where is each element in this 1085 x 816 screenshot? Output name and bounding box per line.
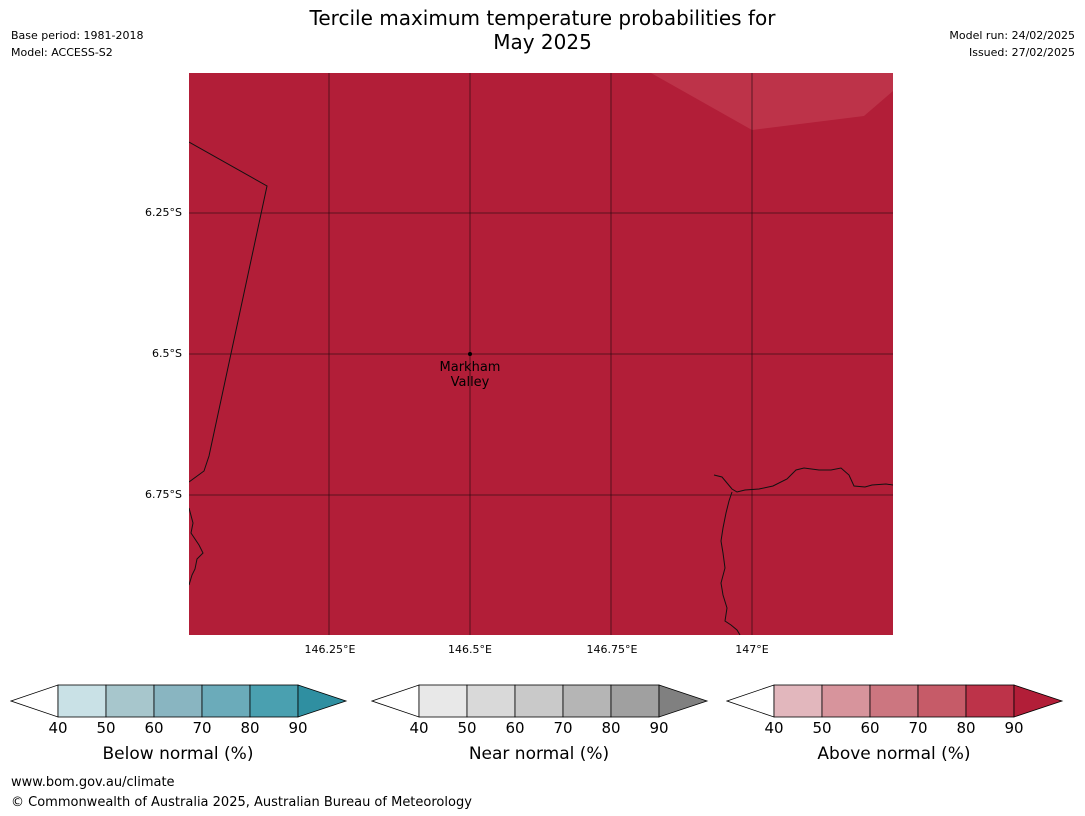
tick-label-90: 90 [649, 719, 669, 737]
colorbar-segment-50-60 [821, 684, 871, 718]
lat-label-6-5: 6.5°S [152, 347, 182, 360]
coastline-west [189, 507, 204, 586]
tick-label-80: 80 [956, 719, 976, 737]
colorbar-extend-max [297, 684, 348, 718]
legend-below-normal: 40 50 60 70 80 90 Below normal (%) [10, 684, 350, 774]
lat-label-6-75: 6.75°S [145, 488, 182, 501]
tick-label-60: 60 [144, 719, 164, 737]
colorbar-segment-60-70 [153, 684, 203, 718]
coastline-huon-gulf [713, 467, 893, 493]
colorbar-segment-80-90 [249, 684, 299, 718]
colorbar-segment-80-90 [610, 684, 660, 718]
colorbar-segment-70-80 [562, 684, 612, 718]
tick-label-50: 50 [457, 719, 477, 737]
tick-label-70: 70 [908, 719, 928, 737]
colorbar-segment-60-70 [514, 684, 564, 718]
tick-label-50: 50 [812, 719, 832, 737]
location-label-line-1: Markham [439, 360, 501, 375]
title-line-2: May 2025 [493, 30, 592, 54]
colorbar-below-normal [10, 684, 348, 718]
tick-label-40: 40 [409, 719, 429, 737]
chart-title: Tercile maximum temperature probabilitie… [0, 6, 1085, 54]
tick-label-80: 80 [601, 719, 621, 737]
colorbar-extend-max [1013, 684, 1064, 718]
colorbar-segment-40-50 [773, 684, 823, 718]
lon-label-146-25: 146.25°E [304, 643, 356, 656]
tick-label-40: 40 [48, 719, 68, 737]
colorbar-segment-40-50 [418, 684, 468, 718]
tick-label-60: 60 [505, 719, 525, 737]
lon-label-146-75: 146.75°E [586, 643, 638, 656]
legend-title-above-normal: Above normal (%) [817, 744, 971, 764]
lat-label-6-25: 6.25°S [145, 206, 182, 219]
tick-label-50: 50 [96, 719, 116, 737]
colorbar-segment-70-80 [917, 684, 967, 718]
coastlines [189, 141, 893, 635]
colorbar-extend-min [726, 684, 775, 718]
legend-above-normal: 40 50 60 70 80 90 Above normal (%) [726, 684, 1066, 774]
website-link[interactable]: www.bom.gov.au/climate [11, 775, 175, 790]
tick-label-40: 40 [764, 719, 784, 737]
colorbar-near-normal [371, 684, 709, 718]
colorbar-segment-60-70 [869, 684, 919, 718]
colorbar-segment-50-60 [466, 684, 516, 718]
location-label-line-2: Valley [450, 375, 490, 390]
location-label: Markham Valley [415, 360, 525, 390]
graticule [189, 73, 893, 635]
legend-near-normal: 40 50 60 70 80 90 Near normal (%) [371, 684, 711, 774]
colorbar-segment-80-90 [965, 684, 1015, 718]
colorbar-segment-40-50 [57, 684, 107, 718]
location-marker [468, 352, 472, 356]
base-period: Base period: 1981-2018 [11, 29, 144, 42]
map-panel[interactable] [189, 73, 893, 635]
model-run: Model run: 24/02/2025 [949, 29, 1075, 42]
tick-label-80: 80 [240, 719, 260, 737]
tick-label-90: 90 [288, 719, 308, 737]
title-line-1: Tercile maximum temperature probabilitie… [309, 6, 776, 30]
model-name: Model: ACCESS-S2 [11, 46, 113, 59]
tick-label-60: 60 [860, 719, 880, 737]
copyright-notice: © Commonwealth of Australia 2025, Austra… [11, 795, 472, 810]
colorbar-extend-min [371, 684, 420, 718]
issued-date: Issued: 27/02/2025 [968, 46, 1075, 59]
river-outline [720, 491, 741, 635]
colorbar-segment-50-60 [105, 684, 155, 718]
lon-label-147: 147°E [735, 643, 769, 656]
legend-title-near-normal: Near normal (%) [468, 744, 610, 764]
probability-patch-80 [651, 73, 893, 130]
colorbar-above-normal [726, 684, 1064, 718]
tick-label-90: 90 [1004, 719, 1024, 737]
legend-title-below-normal: Below normal (%) [102, 744, 254, 764]
tick-label-70: 70 [553, 719, 573, 737]
colorbar-extend-min [10, 684, 59, 718]
province-boundary [189, 141, 268, 483]
colorbar-extend-max [658, 684, 709, 718]
colorbar-segment-70-80 [201, 684, 251, 718]
tick-label-70: 70 [192, 719, 212, 737]
meta-left: Base period: 1981-2018 Model: ACCESS-S2 [11, 27, 143, 61]
meta-right: Model run: 24/02/2025 Issued: 27/02/2025 [949, 27, 1075, 61]
lon-label-146-5: 146.5°E [448, 643, 492, 656]
